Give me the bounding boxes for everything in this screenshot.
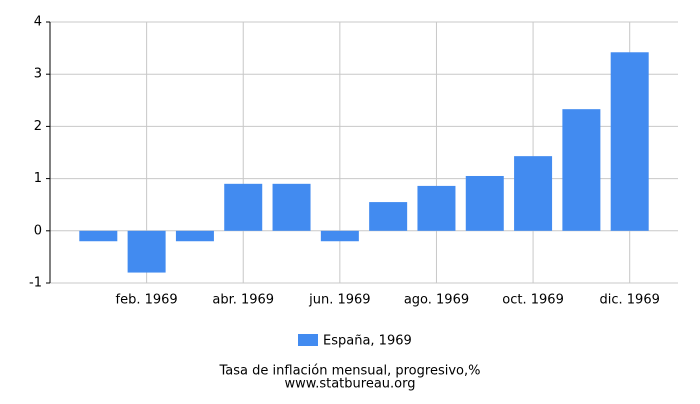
y-tick-label: 0: [34, 223, 42, 238]
legend-swatch: [298, 334, 318, 346]
bar: [465, 175, 504, 231]
chart-title: Tasa de inflación mensual, progresivo,%: [219, 364, 481, 379]
x-tick-label: feb. 1969: [116, 293, 178, 308]
y-tick-label: 2: [34, 119, 42, 134]
y-tick-label: 4: [34, 15, 42, 30]
x-tick-label: jun. 1969: [308, 293, 370, 308]
bar: [610, 52, 649, 231]
bar: [175, 230, 214, 242]
x-tick-label: abr. 1969: [212, 293, 274, 308]
x-tick-label: oct. 1969: [502, 293, 564, 308]
y-tick-label: 1: [34, 171, 42, 186]
bar: [320, 230, 359, 242]
x-tick-label: ago. 1969: [404, 293, 469, 308]
legend-label: España, 1969: [323, 334, 412, 349]
bar: [417, 185, 456, 231]
x-tick-label: dic. 1969: [600, 293, 660, 308]
bar: [79, 230, 118, 242]
bar: [127, 230, 166, 273]
y-tick-label: -1: [29, 276, 42, 291]
bar: [224, 183, 263, 231]
bar: [562, 109, 601, 231]
y-tick-label: 3: [34, 67, 42, 82]
bar: [514, 156, 553, 231]
source: www.statbureau.org: [285, 377, 416, 392]
bar: [369, 202, 408, 231]
bar: [272, 183, 311, 231]
